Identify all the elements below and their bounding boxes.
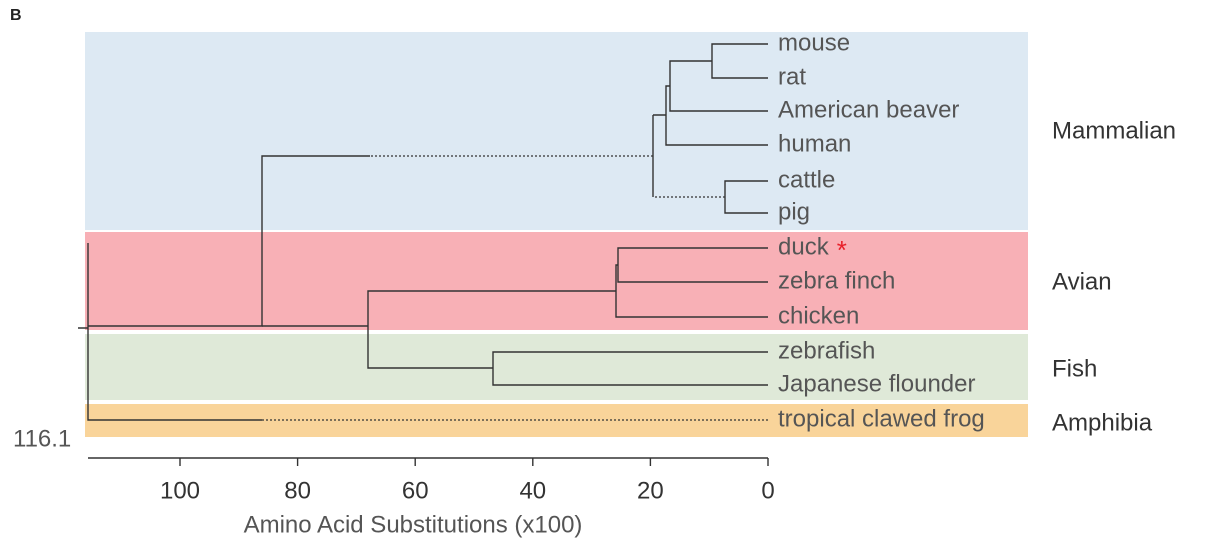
leaf-label: zebrafish — [778, 337, 875, 364]
leaf-label: Japanese flounder — [778, 370, 975, 397]
tree-branches — [78, 43, 768, 459]
group-label: Fish — [1052, 355, 1097, 382]
tick-label: 60 — [402, 477, 429, 504]
group-label: Avian — [1052, 268, 1112, 295]
mammalian-band — [85, 32, 1028, 230]
tick-label: 80 — [284, 477, 311, 504]
leaf-label: chicken — [778, 302, 859, 329]
avian-band — [85, 232, 1028, 330]
panel-label: B — [10, 7, 22, 24]
tick-label: 20 — [637, 477, 664, 504]
root-label: 116.1 — [13, 425, 71, 452]
leaf-label: human — [778, 130, 851, 157]
leaf-label: rat — [778, 63, 806, 90]
tick-label: 40 — [519, 477, 546, 504]
leaf-label: pig — [778, 198, 810, 225]
marker: * — [837, 235, 847, 265]
fish-band — [85, 334, 1028, 400]
axis-title: Amino Acid Substitutions (x100) — [244, 511, 583, 538]
tick-label: 0 — [761, 477, 774, 504]
group-label: Amphibia — [1052, 409, 1153, 436]
leaf-label: mouse — [778, 29, 850, 56]
group-label: Mammalian — [1052, 117, 1176, 144]
leaf-label: zebra finch — [778, 267, 895, 294]
leaf-label: tropical clawed frog — [778, 405, 985, 432]
tick-label: 100 — [160, 477, 200, 504]
leaf-label: duck — [778, 233, 830, 260]
leaf-label: cattle — [778, 166, 835, 193]
leaf-label: American beaver — [778, 96, 959, 123]
